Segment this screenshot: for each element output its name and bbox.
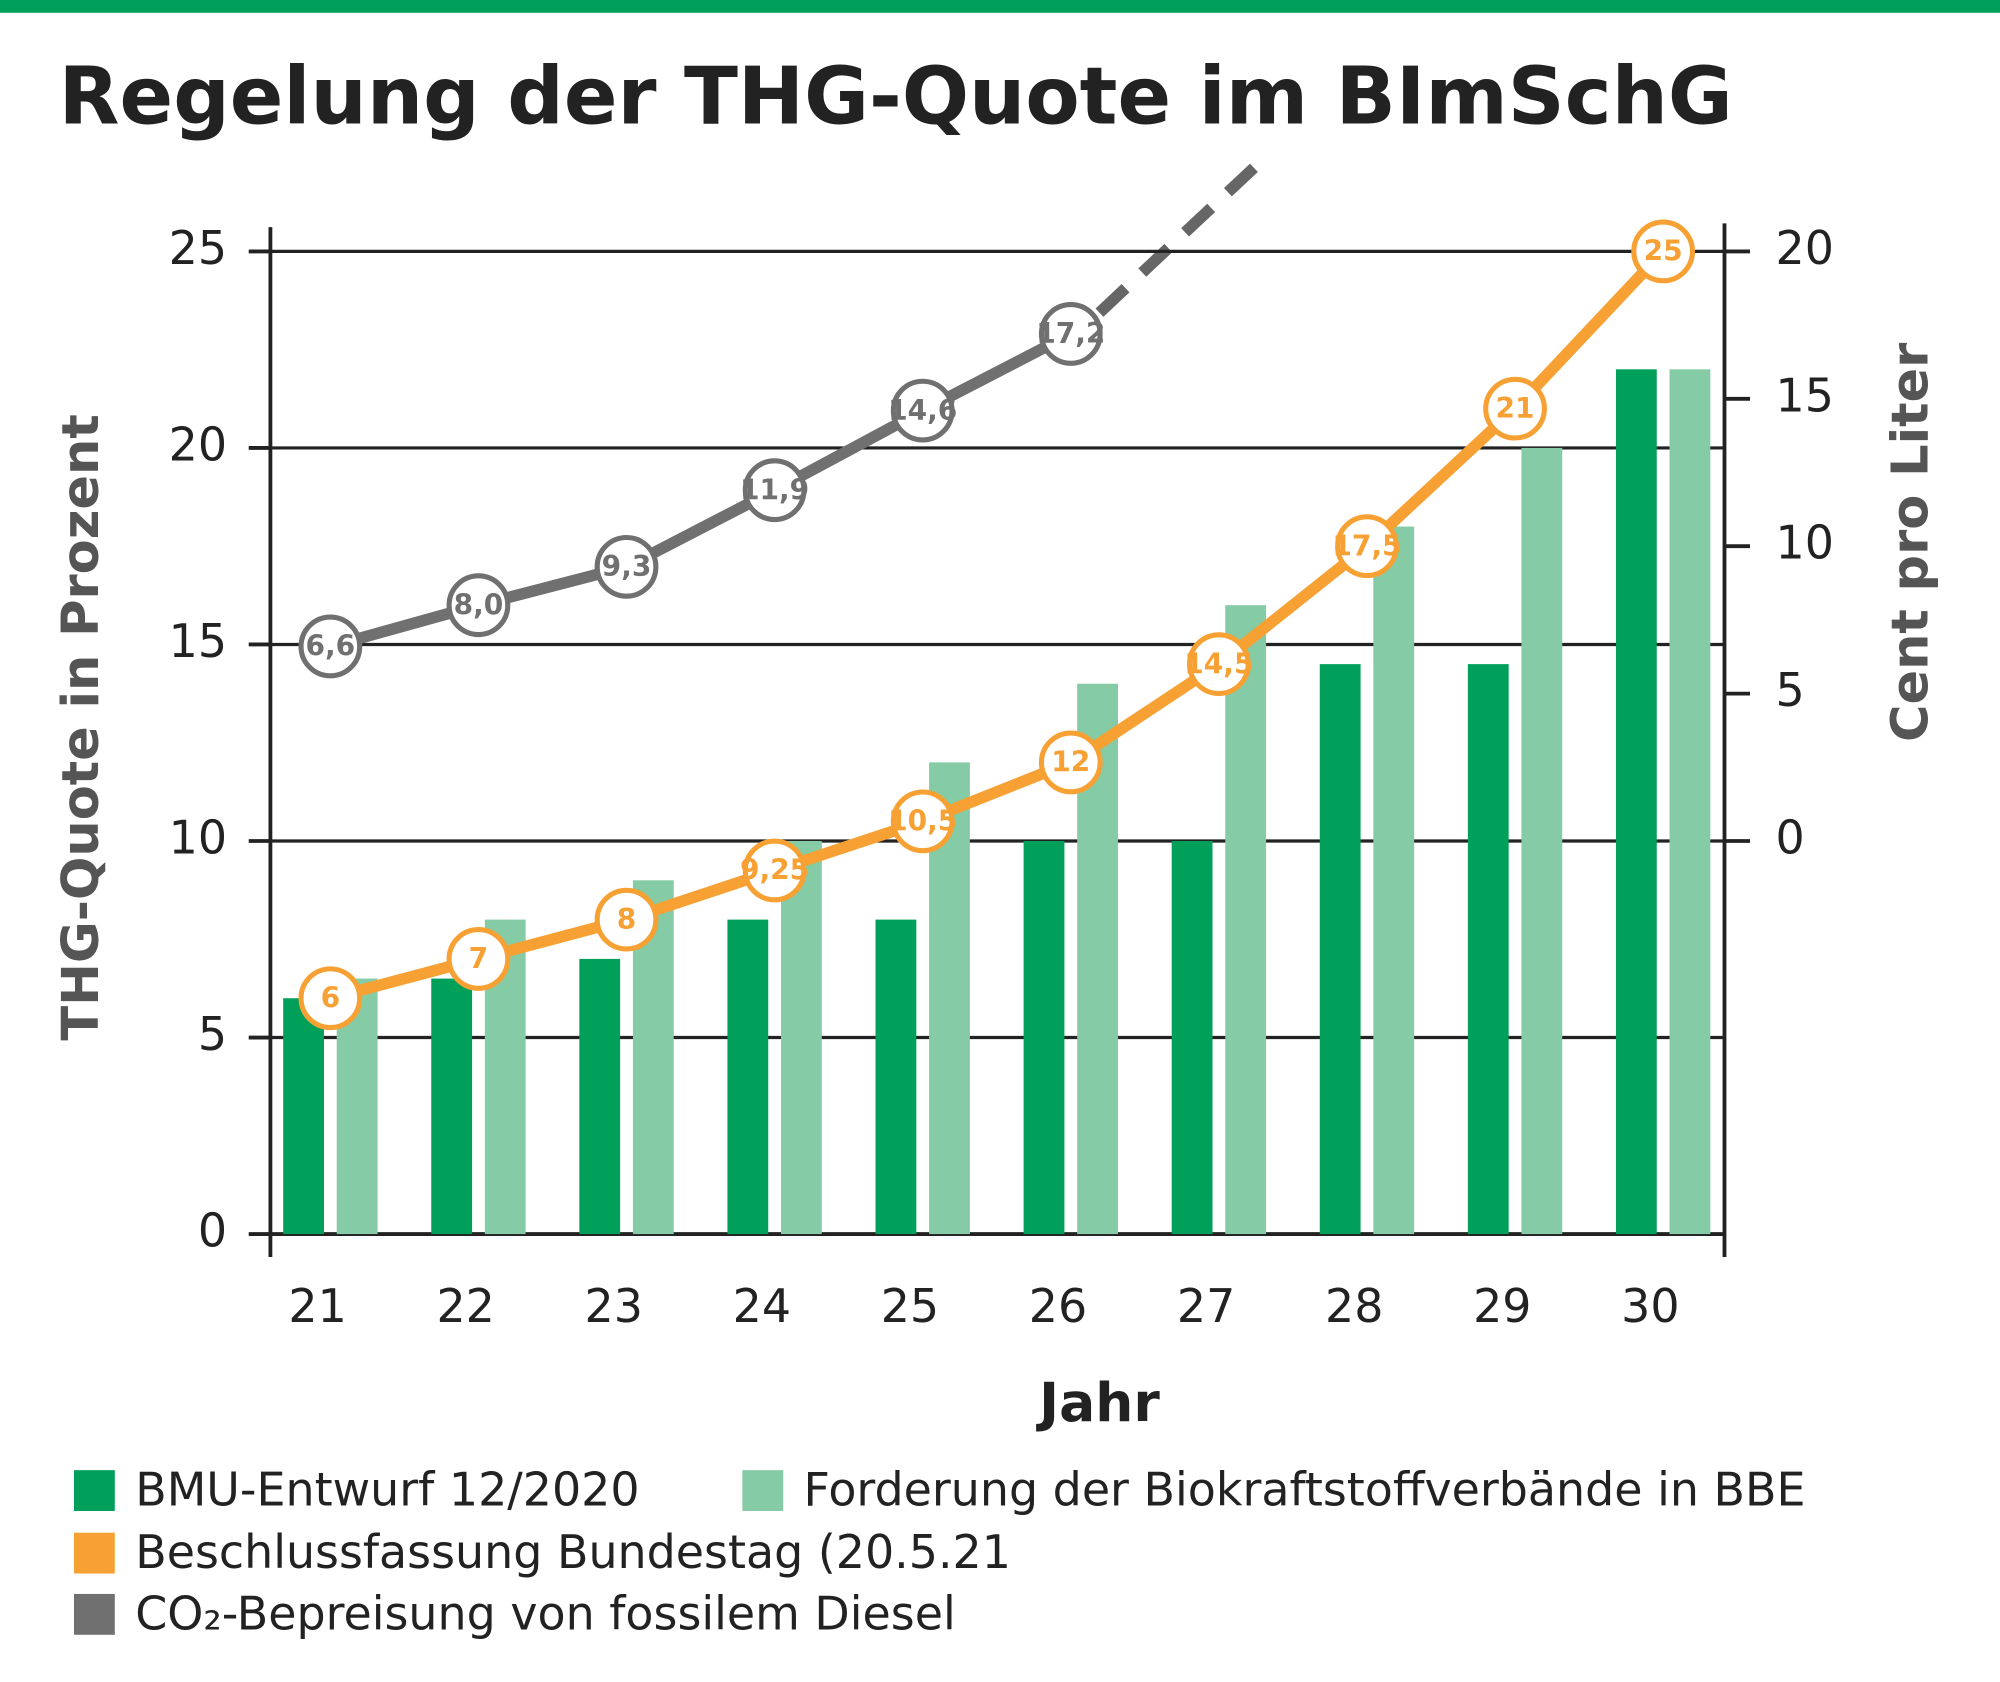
point bbox=[594, 887, 659, 952]
point bbox=[298, 614, 363, 679]
bar bbox=[1521, 447, 1563, 1235]
x-tick-label: 29 bbox=[1473, 1279, 1531, 1333]
bar bbox=[727, 919, 769, 1235]
bar bbox=[1023, 841, 1065, 1235]
data-label: 11,9 bbox=[740, 473, 809, 506]
x-tick-label: 28 bbox=[1325, 1279, 1383, 1333]
data-label: 8 bbox=[617, 903, 637, 936]
point bbox=[1335, 514, 1399, 579]
legend-label: BMU-Entwurf 12/2020 bbox=[135, 1463, 639, 1517]
point bbox=[1186, 632, 1251, 697]
y-tick-label: 25 bbox=[169, 221, 227, 275]
x-tick-label: 23 bbox=[585, 1279, 643, 1333]
data-label: 17,2 bbox=[1036, 317, 1105, 350]
data-label: 8,0 bbox=[454, 588, 504, 621]
x-tick-label: 25 bbox=[881, 1279, 939, 1333]
data-label: 21 bbox=[1496, 392, 1535, 425]
y2-tick-label: 5 bbox=[1776, 663, 1805, 717]
point bbox=[1038, 302, 1103, 366]
point bbox=[446, 573, 511, 638]
data-label: 7 bbox=[469, 942, 489, 975]
bar bbox=[579, 958, 621, 1235]
point bbox=[742, 838, 807, 903]
legend-label: Forderung der Biokraftstoffverbände in B… bbox=[804, 1463, 1806, 1517]
point bbox=[1483, 376, 1547, 441]
data-label: 9,25 bbox=[740, 854, 809, 887]
data-label: 6,6 bbox=[306, 630, 356, 663]
point bbox=[446, 927, 511, 991]
point bbox=[594, 534, 659, 599]
projection-dash bbox=[1095, 155, 1267, 317]
x-tick-label: 26 bbox=[1029, 1279, 1087, 1333]
legend-swatch bbox=[73, 1470, 115, 1511]
y-tick-label: 10 bbox=[169, 810, 227, 864]
bar bbox=[1615, 369, 1657, 1235]
y-tick-label: 0 bbox=[198, 1204, 227, 1258]
data-label: 17,5 bbox=[1332, 529, 1401, 562]
legend-swatch bbox=[73, 1593, 115, 1635]
x-tick-label: 24 bbox=[733, 1279, 791, 1333]
data-label: 12 bbox=[1051, 746, 1090, 779]
data-label: 14,6 bbox=[888, 394, 957, 427]
legend-label: CO₂-Bepreisung von fossilem Diesel bbox=[135, 1586, 956, 1640]
point bbox=[890, 789, 955, 854]
line bbox=[328, 328, 1074, 652]
bar bbox=[1467, 664, 1509, 1235]
data-label: 9,3 bbox=[602, 550, 652, 583]
legend-label: Beschlussfassung Bundestag (20.5.21 bbox=[135, 1525, 1011, 1579]
chart-title: Regelung der THG-Quote im BImSchG bbox=[59, 51, 1733, 143]
x-tick-label: 21 bbox=[288, 1279, 346, 1333]
y2-tick-label: 10 bbox=[1776, 516, 1834, 570]
bar bbox=[431, 978, 473, 1235]
y2-tick-label: 0 bbox=[1776, 810, 1805, 864]
y2-tick-label: 20 bbox=[1776, 221, 1834, 275]
line bbox=[328, 247, 1668, 1004]
legend-swatch bbox=[742, 1470, 784, 1511]
bar bbox=[1319, 664, 1361, 1235]
x-tick-label: 30 bbox=[1621, 1279, 1679, 1333]
bar bbox=[875, 919, 917, 1235]
x-tick-label: 22 bbox=[436, 1279, 494, 1333]
bar bbox=[1373, 526, 1415, 1235]
top-band bbox=[0, 0, 2000, 13]
y-tick-label: 20 bbox=[169, 417, 227, 471]
bar bbox=[1225, 605, 1267, 1235]
y-tick-label: 15 bbox=[169, 614, 227, 668]
y2-tick-label: 15 bbox=[1776, 368, 1834, 422]
y-axis-label: THG-Quote in Prozent bbox=[52, 414, 111, 1040]
bar bbox=[780, 841, 822, 1235]
point bbox=[890, 378, 955, 443]
point bbox=[298, 966, 363, 1031]
y2-axis-label: Cent pro Liter bbox=[1881, 342, 1940, 742]
bar bbox=[283, 998, 324, 1235]
point bbox=[742, 458, 807, 523]
y-tick-label: 5 bbox=[198, 1007, 227, 1061]
legend-swatch bbox=[73, 1532, 115, 1574]
bar bbox=[1171, 841, 1213, 1235]
data-label: 10,5 bbox=[888, 805, 957, 838]
data-label: 14,5 bbox=[1184, 647, 1253, 680]
bar bbox=[1669, 369, 1711, 1235]
point bbox=[1631, 219, 1696, 284]
x-tick-label: 27 bbox=[1177, 1279, 1235, 1333]
point bbox=[1038, 730, 1103, 795]
data-label: 25 bbox=[1644, 235, 1683, 268]
x-axis-label: Jahr bbox=[1035, 1371, 1160, 1434]
data-label: 6 bbox=[321, 981, 341, 1014]
